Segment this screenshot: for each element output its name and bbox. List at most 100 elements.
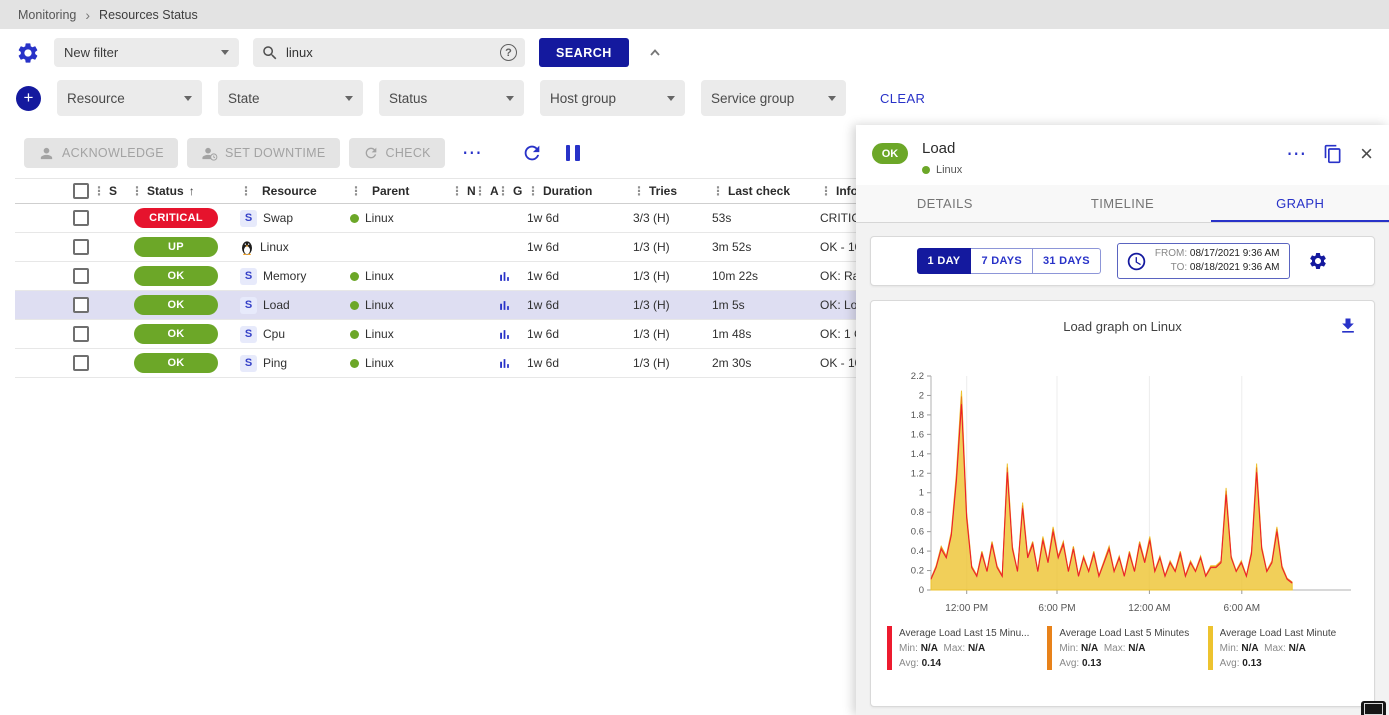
svg-text:0.4: 0.4 (911, 546, 924, 557)
clear-filters-button[interactable]: CLEAR (880, 91, 926, 106)
set-downtime-button[interactable]: SET DOWNTIME (186, 138, 340, 168)
drag-handle-icon[interactable]: ⋮ (93, 184, 105, 198)
saved-filter-select[interactable]: New filter (54, 38, 239, 67)
filter-settings-gear-icon[interactable] (16, 41, 40, 65)
saved-filter-value: New filter (64, 45, 119, 60)
service-icon: S (240, 354, 257, 372)
table-row-selected[interactable]: OK S Load Linux 1w 6d 1/3 (H) 1m 5s OK: L… (15, 291, 856, 320)
host-group-select[interactable]: Host group (540, 80, 685, 116)
chevron-down-icon (506, 95, 514, 101)
table-row[interactable]: OK S Cpu Linux 1w 6d 1/3 (H) 1m 48s OK: 1… (15, 320, 856, 349)
search-input[interactable] (286, 45, 493, 60)
period-1-day-button[interactable]: 1 DAY (916, 248, 972, 274)
help-icon[interactable]: ? (500, 44, 517, 61)
status-select[interactable]: Status (379, 80, 524, 116)
row-checkbox[interactable] (73, 297, 89, 313)
column-header-n[interactable]: N (467, 184, 476, 198)
legend-item[interactable]: Average Load Last 15 Minu... Min: N/A Ma… (887, 626, 1041, 671)
search-button[interactable]: SEARCH (539, 38, 629, 67)
duration-cell: 1w 6d (527, 356, 560, 370)
select-all-checkbox[interactable] (73, 183, 89, 199)
column-header-status[interactable]: Status (147, 184, 184, 198)
column-header-severity[interactable]: S (109, 184, 118, 198)
drag-handle-icon[interactable]: ⋮ (633, 184, 645, 198)
tab-graph[interactable]: GRAPH (1211, 185, 1389, 222)
status-badge: OK (134, 266, 218, 286)
row-checkbox[interactable] (73, 268, 89, 284)
chevron-down-icon (221, 50, 229, 55)
refresh-icon[interactable] (521, 142, 543, 164)
more-icon: ⋯ (461, 142, 482, 164)
drag-handle-icon[interactable]: ⋮ (131, 184, 143, 198)
add-criteria-button[interactable]: + (16, 85, 41, 111)
drag-handle-icon[interactable]: ⋮ (820, 184, 832, 198)
drag-handle-icon[interactable]: ⋮ (497, 184, 509, 198)
parent-status-dot-icon (350, 271, 359, 281)
legend-color-bar (1047, 626, 1053, 670)
resource-name: Swap (263, 211, 294, 225)
drag-handle-icon[interactable]: ⋮ (350, 184, 362, 198)
drag-handle-icon[interactable]: ⋮ (527, 184, 539, 198)
copy-link-icon[interactable] (1323, 144, 1343, 164)
panel-more-icon[interactable]: ⋯ (1286, 143, 1307, 165)
row-checkbox[interactable] (73, 326, 89, 342)
pause-icon[interactable] (565, 145, 580, 161)
column-header-parent[interactable]: Parent (372, 184, 410, 198)
sort-ascending-icon[interactable]: ↑ (188, 184, 195, 198)
table-row[interactable]: OK S Ping Linux 1w 6d 1/3 (H) 2m 30s OK -… (15, 349, 856, 378)
service-group-select[interactable]: Service group (701, 80, 846, 116)
row-checkbox[interactable] (73, 355, 89, 371)
legend-item[interactable]: Average Load Last Minute Min: N/A Max: N… (1207, 626, 1362, 671)
drag-handle-icon[interactable]: ⋮ (712, 184, 724, 198)
check-button[interactable]: CHECK (348, 138, 445, 168)
breadcrumb-separator-icon: › (85, 6, 91, 23)
svg-text:1.2: 1.2 (911, 468, 924, 479)
service-icon: S (240, 296, 257, 314)
table-row[interactable]: CRITICAL S Swap Linux 1w 6d 3/3 (H) 53s C… (15, 204, 856, 233)
drag-handle-icon[interactable]: ⋮ (451, 184, 463, 198)
load-graph-chart[interactable]: 12:00 PM 6:00 PM 12:00 AM 6:00 AM 0 0.2 0.4 0.6… (883, 368, 1364, 618)
period-7-days-button[interactable]: 7 DAYS (971, 248, 1033, 274)
information-cell: OK: Loa (820, 298, 856, 312)
column-header-a[interactable]: A (490, 184, 499, 198)
information-cell: CRITIC (820, 211, 856, 225)
column-header-last-check[interactable]: Last check (728, 184, 791, 198)
state-select[interactable]: State (218, 80, 363, 116)
collapse-filters-chevron-up-icon[interactable] (647, 45, 663, 61)
column-header-information[interactable]: Information (836, 184, 856, 198)
custom-time-range-picker[interactable]: FROM: 08/17/2021 9:36 AM TO: 08/18/2021 … (1116, 243, 1291, 279)
breadcrumb-item-monitoring[interactable]: Monitoring (18, 7, 77, 22)
close-icon[interactable]: × (1360, 141, 1373, 166)
legend-item[interactable]: Average Load Last 5 Minutes Min: N/A Max… (1047, 626, 1201, 671)
drag-handle-icon[interactable]: ⋮ (240, 184, 252, 198)
table-row[interactable]: UP Linux 1w 6d 1/3 (H) 3m 52s OK - 10 (15, 233, 856, 262)
column-header-duration[interactable]: Duration (543, 184, 593, 198)
period-31-days-button[interactable]: 31 DAYS (1032, 248, 1101, 274)
check-label: CHECK (385, 146, 431, 160)
resource-select[interactable]: Resource (57, 80, 202, 116)
graph-icon[interactable] (497, 269, 512, 284)
row-checkbox[interactable] (73, 210, 89, 226)
column-header-tries[interactable]: Tries (649, 184, 678, 198)
acknowledge-button[interactable]: ACKNOWLEDGE (24, 138, 178, 168)
tab-details[interactable]: DETAILS (916, 196, 973, 211)
table-row[interactable]: OK S Memory Linux 1w 6d 1/3 (H) 10m 22s O… (15, 262, 856, 291)
column-header-resource[interactable]: Resource (262, 184, 317, 198)
corner-overlay-icon[interactable] (1361, 701, 1386, 715)
tries-cell: 1/3 (H) (633, 298, 670, 312)
graph-icon[interactable] (497, 298, 512, 313)
drag-handle-icon[interactable]: ⋮ (474, 184, 486, 198)
row-checkbox[interactable] (73, 239, 89, 255)
svg-text:6:00 PM: 6:00 PM (1038, 603, 1075, 614)
export-graph-download-icon[interactable] (1338, 316, 1358, 336)
tries-cell: 1/3 (H) (633, 269, 670, 283)
graph-icon[interactable] (497, 356, 512, 371)
parent-status-dot-icon (350, 300, 359, 310)
tries-cell: 1/3 (H) (633, 240, 670, 254)
graph-icon[interactable] (497, 327, 512, 342)
more-actions-button[interactable]: ⋯ (454, 143, 490, 163)
search-field[interactable]: ? (253, 38, 525, 67)
column-header-g[interactable]: G (513, 184, 523, 198)
graph-settings-gear-icon[interactable] (1308, 251, 1328, 271)
tab-timeline[interactable]: TIMELINE (1090, 196, 1155, 211)
